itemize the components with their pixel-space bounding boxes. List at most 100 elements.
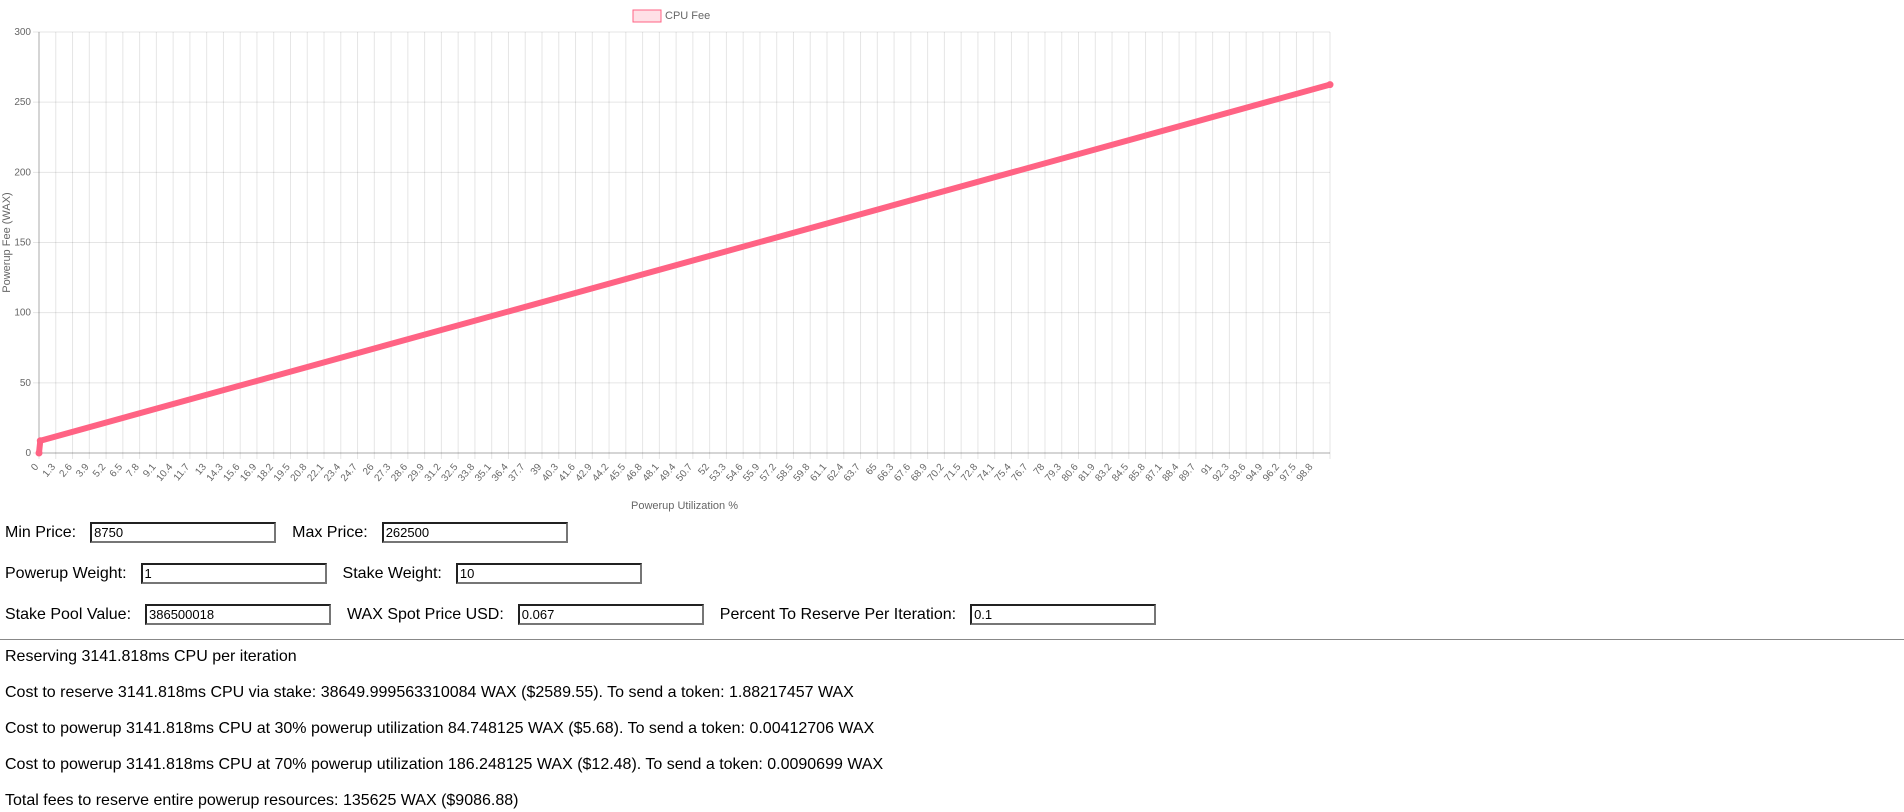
y-tick-label: 300 (14, 27, 31, 38)
x-tick-label: 54.6 (725, 462, 746, 484)
x-tick-label: 2.6 (57, 462, 75, 480)
total-fees-text: Total fees to reserve entire powerup res… (5, 792, 519, 809)
x-tick-label: 37.7 (507, 462, 528, 484)
x-tick-label: 92.3 (1211, 462, 1232, 484)
stake-cost-text: Cost to reserve 3141.818ms CPU via stake… (5, 684, 854, 701)
x-tick-label: 44.2 (590, 462, 611, 484)
price-row: Min Price: Max Price: (5, 522, 584, 543)
x-tick-label: 58.5 (775, 462, 796, 484)
x-tick-label: 3.9 (74, 462, 92, 480)
y-tick-label: 250 (14, 97, 31, 108)
legend-label: CPU Fee (665, 10, 710, 22)
stake-weight-input[interactable] (455, 563, 642, 584)
x-tick-label: 27.3 (372, 462, 393, 484)
y-tick-label: 0 (25, 448, 31, 459)
x-tick-label: 72.8 (959, 462, 980, 484)
max-price-label: Max Price: (292, 523, 368, 541)
pool-row: Stake Pool Value: WAX Spot Price USD: Pe… (5, 604, 1172, 625)
reserving-text: Reserving 3141.818ms CPU per iteration (5, 648, 297, 665)
x-tick-label: 85.8 (1127, 462, 1148, 484)
x-tick-label: 50.7 (674, 462, 695, 484)
y-tick-label: 150 (14, 238, 31, 249)
stake-pool-label: Stake Pool Value: (5, 605, 132, 623)
fee-chart: 0 50 100 150 200 250 300 0 1.3 2.6 3.9 5.2 6.5 7.8 9.1… (0, 0, 1340, 515)
x-tick-label: 45.5 (607, 462, 628, 484)
powerup-weight-label: Powerup Weight: (5, 564, 127, 582)
percent-reserve-input[interactable] (970, 604, 1157, 625)
x-tick-label: 20.8 (289, 462, 310, 484)
x-tick-label: 35.1 (473, 462, 494, 484)
data-point (35, 449, 43, 457)
x-tick-label: 41.6 (557, 462, 578, 484)
x-tick-label: 80.6 (1060, 462, 1081, 484)
x-tick-label: 7.8 (125, 462, 143, 480)
x-tick-label: 76.7 (1010, 462, 1031, 484)
y-tick-label: 200 (14, 167, 31, 178)
x-tick-label: 10.4 (154, 462, 175, 484)
stake-weight-label: Stake Weight: (342, 564, 442, 582)
x-tick-label: 94.9 (1244, 462, 1265, 484)
x-tick-label: 31.2 (423, 462, 444, 484)
x-tick-label: 74.1 (976, 462, 997, 484)
x-tick-label: 16.9 (238, 462, 259, 484)
series-line (36, 81, 1333, 456)
x-tick-label: 53.3 (708, 462, 729, 484)
x-tick-label: 88.4 (1160, 462, 1181, 484)
percent-reserve-label: Percent To Reserve Per Iteration: (719, 605, 957, 623)
x-tick-label: 70.2 (926, 462, 947, 484)
x-tick-label: 18.2 (255, 462, 276, 484)
powerup-30-text: Cost to powerup 3141.818ms CPU at 30% po… (5, 720, 875, 737)
x-tick-label: 19.5 (272, 462, 293, 484)
x-tick-label: 71.5 (943, 462, 964, 484)
x-tick-label: 48.1 (641, 462, 662, 484)
x-tick-label: 22.1 (305, 462, 326, 484)
x-tick-label: 24.7 (339, 462, 360, 484)
x-tick-label: 0 (29, 462, 41, 474)
stake-pool-input[interactable] (145, 604, 332, 625)
data-point (36, 437, 44, 445)
y-axis-title: Powerup Fee (WAX) (1, 192, 13, 292)
divider (0, 639, 1904, 640)
x-tick-label: 36.4 (490, 462, 511, 484)
x-tick-label: 68.9 (909, 462, 930, 484)
x-tick-label: 62.4 (825, 462, 846, 484)
x-tick-label: 96.2 (1261, 462, 1282, 484)
min-price-input[interactable] (90, 522, 277, 543)
x-axis-title: Powerup Utilization % (631, 500, 738, 512)
weight-row: Powerup Weight: Stake Weight: (5, 563, 658, 584)
x-tick-label: 57.2 (758, 462, 779, 484)
x-tick-label: 28.6 (389, 462, 410, 484)
y-tick-label: 100 (14, 308, 31, 319)
x-tick-label: 79.3 (1043, 462, 1064, 484)
x-tick-label: 32.5 (440, 462, 461, 484)
min-price-label: Min Price: (5, 523, 77, 541)
x-tick-label: 55.9 (741, 462, 762, 484)
x-tick-label: 81.9 (1077, 462, 1098, 484)
x-tick-label: 29.9 (406, 462, 427, 484)
x-tick-label: 75.4 (993, 462, 1014, 484)
x-tick-label: 59.8 (792, 462, 813, 484)
x-tick-label: 61.1 (808, 462, 829, 484)
x-tick-label: 63.7 (842, 462, 863, 484)
wax-price-label: WAX Spot Price USD: (347, 605, 504, 623)
legend-swatch (632, 9, 662, 23)
x-tick-label: 15.6 (222, 462, 243, 484)
x-tick-label: 87.1 (1144, 462, 1165, 484)
x-tick-label: 49.4 (657, 462, 678, 484)
x-tick-label: 23.4 (322, 462, 343, 484)
max-price-input[interactable] (381, 522, 568, 543)
x-tick-label: 1.3 (41, 462, 59, 480)
x-tick-label: 11.7 (172, 462, 193, 484)
wax-price-input[interactable] (517, 604, 704, 625)
x-tick-label: 42.9 (574, 462, 595, 484)
x-tick-label: 93.6 (1228, 462, 1249, 484)
y-tick-label: 50 (20, 378, 32, 389)
data-point (1326, 81, 1334, 89)
x-tick-label: 89.7 (1177, 462, 1198, 484)
powerup-weight-input[interactable] (140, 563, 327, 584)
x-tick-label: 83.2 (1093, 462, 1114, 484)
x-tick-label: 46.8 (624, 462, 645, 484)
x-tick-label: 6.5 (108, 462, 126, 480)
x-tick-label: 97.5 (1278, 462, 1299, 484)
